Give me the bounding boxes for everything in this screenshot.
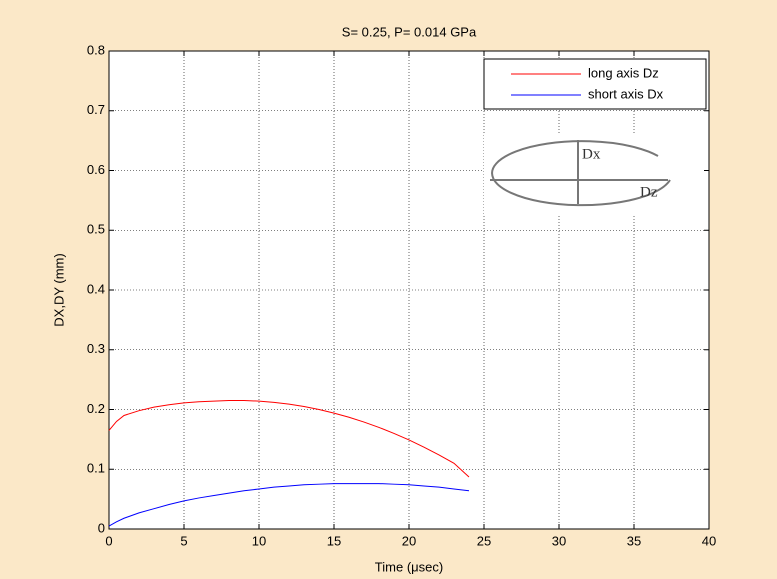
y-tick-label: 0.5 — [87, 222, 105, 237]
plot: 0 5 10 15 20 25 30 35 40 0 0.1 0.2 0.3 0.4 0.5 0.6 0.7 0.… — [87, 42, 716, 548]
x-tick-label: 40 — [702, 533, 716, 548]
inset-label: Dz — [640, 184, 658, 200]
y-tick-label: 0.3 — [87, 341, 105, 356]
legend: long axis Dz short axis Dx — [483, 58, 707, 110]
x-tick-label: 30 — [552, 533, 566, 548]
x-tick-label: 20 — [402, 533, 416, 548]
x-tick-label: 35 — [627, 533, 641, 548]
inset-background — [484, 135, 704, 215]
y-tick-label: 0.1 — [87, 461, 105, 476]
x-tick-label: 25 — [477, 533, 491, 548]
x-tick-label: 0 — [105, 533, 112, 548]
y-tick-label: 0.7 — [87, 102, 105, 117]
y-tick-label: 0.6 — [87, 162, 105, 177]
y-tick-label: 0.2 — [87, 401, 105, 416]
data-line — [108, 483, 470, 527]
y-axis-label: DX,DY (mm) — [51, 253, 66, 326]
legend-box — [483, 58, 707, 110]
inset-diagram: Dx Dz — [484, 135, 704, 215]
y-tick-label: 0.8 — [87, 42, 105, 57]
x-tick-label: 10 — [252, 533, 266, 548]
legend-label: long axis Dz — [588, 65, 659, 80]
chart-title: S= 0.25, P= 0.014 GPa — [342, 24, 477, 39]
y-tick-label: 0 — [98, 520, 105, 535]
y-tick-label: 0.4 — [87, 281, 105, 296]
axes-box — [108, 50, 710, 530]
data-line — [108, 400, 470, 478]
x-tick-label: 15 — [327, 533, 341, 548]
inset-label: Dx — [582, 146, 601, 162]
inset-ellipse — [491, 140, 671, 207]
x-axis-label: Time (μsec) — [375, 559, 443, 574]
x-tick-label: 5 — [180, 533, 187, 548]
legend-label: short axis Dx — [588, 86, 664, 101]
